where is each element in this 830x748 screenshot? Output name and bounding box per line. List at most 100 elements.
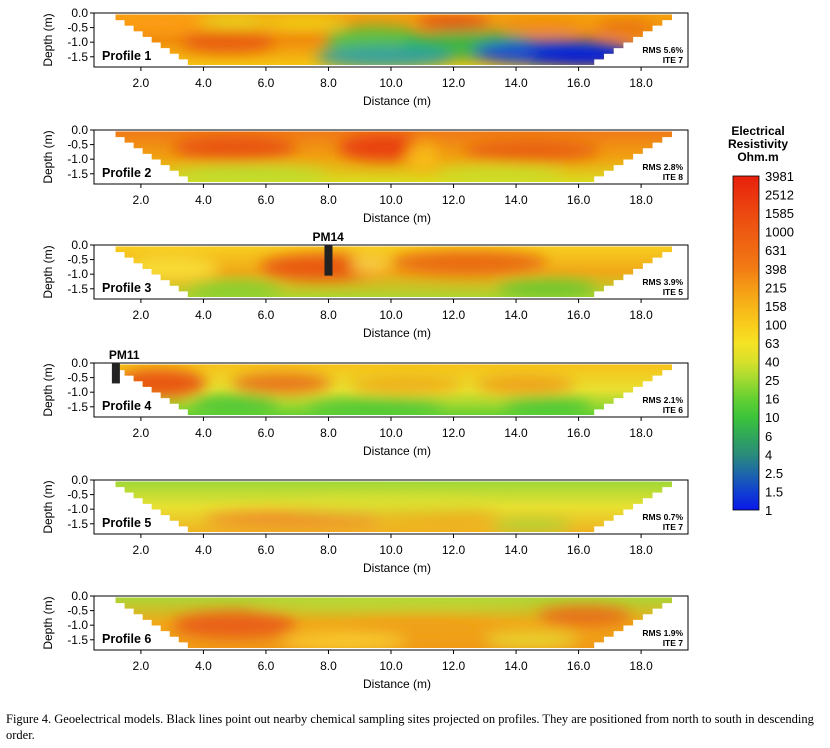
- resistivity-anomaly: [172, 612, 298, 639]
- resistivity-anomaly: [416, 16, 492, 30]
- y-tick-label: -1.0: [67, 618, 88, 632]
- resistivity-anomaly: [503, 398, 592, 415]
- colorbar-level-label: 10: [765, 410, 779, 425]
- x-tick-label: 2.0: [133, 308, 150, 322]
- ite-label: ITE 8: [663, 172, 684, 182]
- x-tick-label: 8.0: [320, 308, 337, 322]
- profile-panel-2: 0.0-0.5-1.0-1.5 Depth (m) 2.0 4.0 6.0 8.0 10.0…: [41, 123, 689, 225]
- resistivity-section: [106, 597, 682, 648]
- resistivity-anomaly: [259, 15, 348, 31]
- profile-label: Profile 3: [102, 281, 151, 295]
- resistivity-anomaly: [187, 281, 282, 297]
- x-tick-label: 10.0: [379, 308, 403, 322]
- profile-panel-5: 0.0-0.5-1.0-1.5 Depth (m) 2.0 4.0 6.0 8.0 10.0…: [41, 473, 689, 575]
- profile-panel-3: 0.0-0.5-1.0-1.5 Depth (m) 2.0 4.0 6.0 8.0 10.0…: [41, 230, 689, 340]
- x-tick-label: 10.0: [379, 426, 403, 440]
- ite-label: ITE 5: [663, 287, 684, 297]
- x-tick-label: 6.0: [258, 76, 275, 90]
- resistivity-anomaly: [281, 498, 501, 514]
- resistivity-anomaly: [491, 519, 573, 532]
- y-tick-label: -0.5: [67, 488, 88, 502]
- resistivity-anomaly: [406, 141, 438, 171]
- ite-label: ITE 6: [663, 405, 684, 415]
- colorbar-ramp: [732, 175, 760, 511]
- y-tick-label: -0.5: [67, 138, 88, 152]
- y-axis-label: Depth (m): [41, 13, 55, 66]
- resistivity-section: [106, 131, 682, 182]
- x-axis-label: Distance (m): [363, 211, 431, 225]
- y-tick-label: 0.0: [71, 589, 88, 603]
- colorbar-level-label: 2.5: [765, 466, 783, 481]
- resistivity-anomaly: [350, 255, 388, 273]
- y-tick-label: 0.0: [71, 6, 88, 20]
- colorbar-level-label: 158: [765, 299, 787, 314]
- resistivity-anomaly: [172, 166, 329, 182]
- x-tick-label: 18.0: [629, 543, 653, 557]
- y-tick-label: -1.5: [67, 633, 88, 647]
- x-tick-label: 18.0: [629, 76, 653, 90]
- resistivity-anomaly: [375, 510, 501, 526]
- y-axis-label: Depth (m): [41, 245, 55, 298]
- y-tick-label: -1.5: [67, 400, 88, 414]
- profile-panel-1: 0.0-0.5-1.0-1.5 Depth (m) 2.0 4.0 6.0 8.0 10.0…: [41, 6, 689, 108]
- x-tick-label: 16.0: [567, 659, 591, 673]
- x-tick-label: 10.0: [379, 543, 403, 557]
- colorbar-title: Resistivity: [728, 137, 788, 151]
- y-axis-label: Depth (m): [41, 130, 55, 183]
- x-tick-label: 8.0: [320, 426, 337, 440]
- colorbar-level-label: 63: [765, 336, 779, 351]
- x-tick-label: 6.0: [258, 193, 275, 207]
- colorbar-level-label: 215: [765, 280, 787, 295]
- colorbar-level-label: 1000: [765, 225, 794, 240]
- resistivity-anomaly: [350, 376, 463, 394]
- rms-label: RMS 5.6%: [642, 45, 683, 55]
- y-tick-label: -1.5: [67, 282, 88, 296]
- resistivity-section: [106, 14, 682, 65]
- sampling-site-marker: [324, 244, 333, 276]
- x-tick-label: 14.0: [504, 426, 528, 440]
- y-tick-label: -1.0: [67, 152, 88, 166]
- resistivity-anomaly: [190, 395, 279, 415]
- x-tick-label: 6.0: [258, 659, 275, 673]
- colorbar-level-label: 631: [765, 243, 787, 258]
- x-tick-label: 6.0: [258, 426, 275, 440]
- y-tick-label: -1.5: [67, 167, 88, 181]
- x-tick-label: 14.0: [504, 193, 528, 207]
- ite-label: ITE 7: [663, 522, 684, 532]
- colorbar-level-label: 1: [765, 503, 772, 518]
- x-tick-label: 16.0: [567, 543, 591, 557]
- colorbar-level-label: 398: [765, 262, 787, 277]
- y-tick-label: -0.5: [67, 371, 88, 385]
- y-tick-label: -1.0: [67, 267, 88, 281]
- ite-label: ITE 7: [663, 55, 684, 65]
- x-tick-label: 10.0: [379, 76, 403, 90]
- x-tick-label: 12.0: [442, 76, 466, 90]
- colorbar-level-label: 40: [765, 355, 779, 370]
- profile-panel-6: 0.0-0.5-1.0-1.5 Depth (m) 2.0 4.0 6.0 8.0 10.0…: [41, 589, 689, 691]
- colorbar-level-label: 25: [765, 373, 779, 388]
- x-axis-label: Distance (m): [363, 444, 431, 458]
- x-tick-label: 16.0: [567, 426, 591, 440]
- resistivity-anomaly: [475, 376, 576, 394]
- rms-label: RMS 2.1%: [642, 395, 683, 405]
- resistivity-anomaly: [315, 45, 454, 65]
- x-axis-label: Distance (m): [363, 94, 431, 108]
- y-tick-label: -1.0: [67, 35, 88, 49]
- resistivity-section: [106, 364, 682, 415]
- x-tick-label: 8.0: [320, 659, 337, 673]
- y-tick-label: 0.0: [71, 473, 88, 487]
- x-tick-label: 6.0: [258, 308, 275, 322]
- colorbar-level-label: 6: [765, 429, 772, 444]
- rms-label: RMS 1.9%: [642, 628, 683, 638]
- y-tick-label: -0.5: [67, 21, 88, 35]
- x-tick-label: 4.0: [195, 308, 212, 322]
- resistivity-anomaly: [203, 510, 391, 529]
- resistivity-anomaly: [197, 15, 273, 29]
- profile-panel-4: 0.0-0.5-1.0-1.5 Depth (m) 2.0 4.0 6.0 8.0 10.0…: [41, 348, 689, 458]
- x-tick-label: 8.0: [320, 193, 337, 207]
- x-tick-label: 16.0: [567, 308, 591, 322]
- resistivity-anomaly: [462, 140, 601, 161]
- y-axis-label: Depth (m): [41, 363, 55, 416]
- x-tick-label: 4.0: [195, 193, 212, 207]
